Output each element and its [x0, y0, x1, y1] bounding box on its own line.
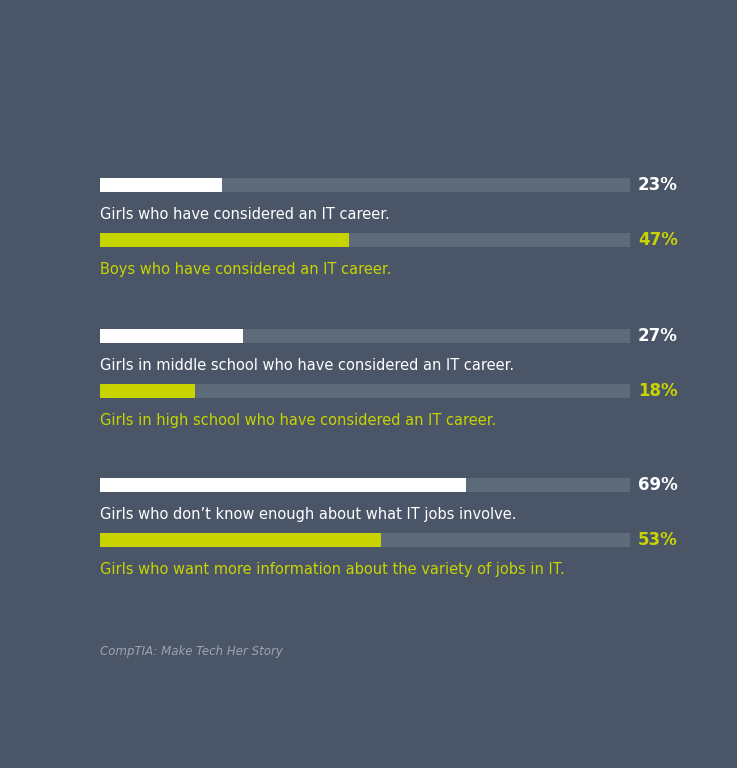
Bar	[100, 178, 222, 192]
Bar	[100, 533, 630, 547]
Text: 27%: 27%	[638, 327, 678, 345]
Text: Girls in high school who have considered an IT career.: Girls in high school who have considered…	[100, 413, 496, 428]
Text: 23%: 23%	[638, 176, 678, 194]
Text: Girls who have considered an IT career.: Girls who have considered an IT career.	[100, 207, 390, 222]
Bar	[100, 178, 630, 192]
Text: 47%: 47%	[638, 231, 678, 249]
Bar	[100, 329, 243, 343]
Text: 18%: 18%	[638, 382, 677, 400]
Bar	[100, 478, 466, 492]
Bar	[100, 478, 630, 492]
Bar	[100, 329, 630, 343]
Bar	[100, 384, 630, 398]
Text: Boys who have considered an IT career.: Boys who have considered an IT career.	[100, 262, 391, 277]
Bar	[100, 233, 349, 247]
Text: 69%: 69%	[638, 476, 678, 494]
Text: CompTIA: Make Tech Her Story: CompTIA: Make Tech Her Story	[100, 645, 283, 658]
Bar	[100, 384, 195, 398]
Text: Girls who don’t know enough about what IT jobs involve.: Girls who don’t know enough about what I…	[100, 507, 517, 522]
Text: Girls in middle school who have considered an IT career.: Girls in middle school who have consider…	[100, 358, 514, 373]
Text: Girls who want more information about the variety of jobs in IT.: Girls who want more information about th…	[100, 562, 565, 577]
Bar	[100, 233, 630, 247]
Text: 53%: 53%	[638, 531, 678, 549]
Bar	[100, 533, 381, 547]
